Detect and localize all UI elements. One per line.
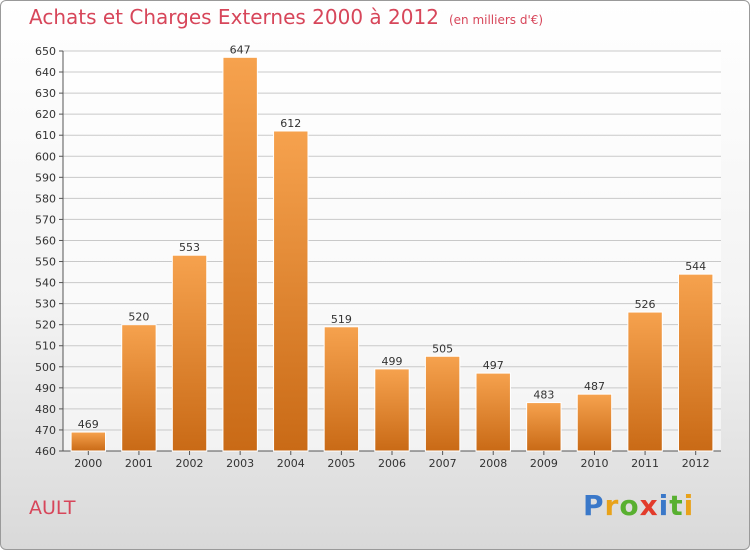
bar	[576, 393, 613, 452]
logo-letter: P	[583, 489, 605, 522]
data-label: 647	[230, 43, 251, 56]
data-label: 487	[584, 380, 605, 393]
y-tick-label: 560	[35, 234, 56, 247]
chart-title-block: Achats et Charges Externes 2000 à 2012 (e…	[29, 5, 543, 29]
y-tick-label: 650	[35, 45, 56, 58]
x-tick-label: 2006	[378, 457, 406, 470]
bar	[70, 431, 107, 452]
x-tick-label: 2003	[226, 457, 254, 470]
data-label: 544	[685, 260, 706, 273]
data-label: 526	[635, 298, 656, 311]
y-tick-label: 600	[35, 150, 56, 163]
y-tick-label: 610	[35, 129, 56, 142]
x-tick-label: 2005	[327, 457, 355, 470]
x-tick-label: 2004	[277, 457, 305, 470]
y-tick-label: 480	[35, 403, 56, 416]
logo-letter: x	[639, 489, 659, 522]
bar	[677, 273, 714, 452]
y-tick-label: 490	[35, 382, 56, 395]
y-tick-label: 510	[35, 340, 56, 353]
y-tick-label: 470	[35, 424, 56, 437]
logo-letter: i	[658, 489, 670, 522]
logo-letter: i	[683, 489, 695, 522]
y-tick-label: 640	[35, 66, 56, 79]
x-tick-label: 2009	[530, 457, 558, 470]
data-label: 499	[382, 355, 403, 368]
x-tick-label: 2000	[74, 457, 102, 470]
x-tick-label: 2001	[125, 457, 153, 470]
y-tick-label: 540	[35, 277, 56, 290]
logo-letter: r	[604, 489, 620, 522]
x-tick-label: 2002	[176, 457, 204, 470]
y-tick-label: 590	[35, 171, 56, 184]
bar	[627, 311, 663, 452]
x-tick-label: 2011	[631, 457, 659, 470]
bar	[222, 56, 258, 452]
chart-subtitle: (en milliers d'€)	[448, 13, 544, 27]
y-tick-label: 530	[35, 298, 56, 311]
bar	[323, 326, 360, 452]
data-label: 497	[483, 359, 504, 372]
logo-letter: o	[619, 489, 640, 522]
y-tick-label: 620	[35, 108, 56, 121]
data-label: 483	[533, 389, 554, 402]
x-tick-label: 2010	[580, 457, 608, 470]
y-tick-label: 570	[35, 213, 56, 226]
bar	[171, 254, 208, 452]
x-tick-label: 2008	[479, 457, 507, 470]
y-tick-label: 550	[35, 256, 56, 269]
bar	[273, 130, 309, 452]
data-label: 519	[331, 313, 352, 326]
data-label: 553	[179, 241, 200, 254]
data-label: 612	[280, 117, 301, 130]
chart-title: Achats et Charges Externes 2000 à 2012	[29, 5, 439, 29]
bar	[374, 368, 410, 452]
data-label: 505	[432, 342, 453, 355]
bar	[121, 324, 157, 452]
y-tick-label: 520	[35, 319, 56, 332]
data-label: 520	[128, 311, 149, 324]
logo-letter: t	[669, 489, 684, 522]
data-label: 469	[78, 418, 99, 431]
bar	[526, 402, 562, 452]
commune-name: AULT	[29, 497, 76, 519]
y-tick-label: 460	[35, 445, 56, 458]
x-tick-label: 2007	[429, 457, 457, 470]
y-tick-label: 580	[35, 192, 56, 205]
x-tick-label: 2012	[682, 457, 710, 470]
bar	[475, 372, 511, 452]
y-tick-label: 500	[35, 361, 56, 374]
bar	[424, 355, 461, 452]
y-tick-label: 630	[35, 87, 56, 100]
proxiti-logo: Proxiti	[583, 489, 694, 522]
